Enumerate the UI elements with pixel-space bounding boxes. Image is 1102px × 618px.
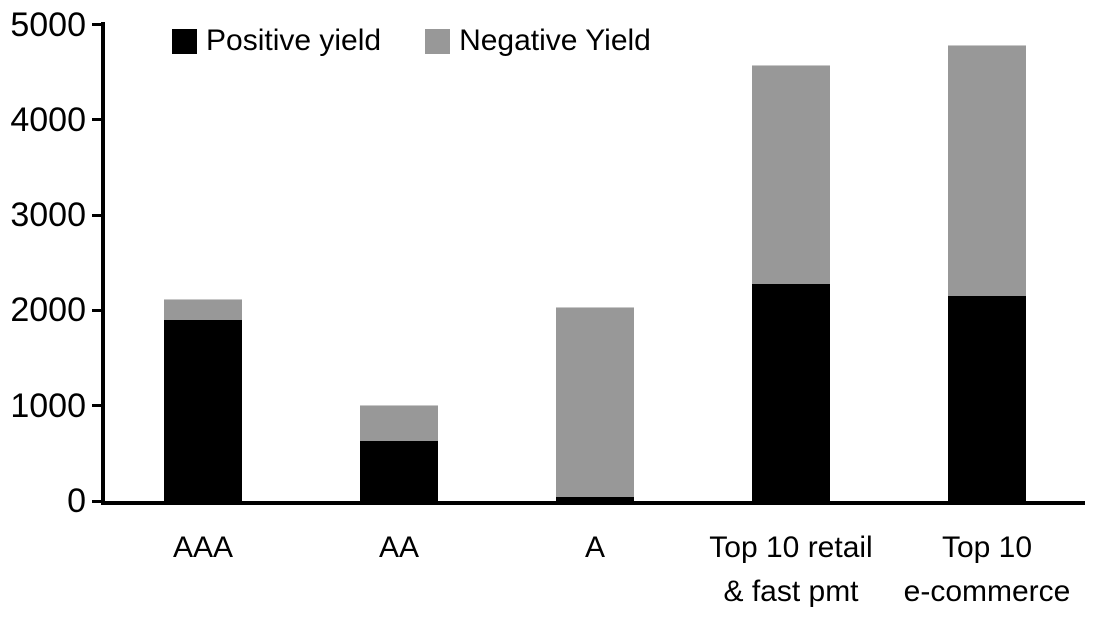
negative-yield-swatch-icon xyxy=(425,28,451,54)
y-axis-tick-label: 0 xyxy=(67,482,86,520)
x-axis-category-label: A xyxy=(584,531,605,564)
y-axis-tick-label: 4000 xyxy=(10,100,86,139)
bar-segment-positive-4 xyxy=(752,283,830,501)
positive-yield-swatch-icon xyxy=(172,28,197,54)
x-axis-category-label: Top 10 retail & fast pmt xyxy=(709,531,873,608)
legend-item-negative-yield: Negative Yield xyxy=(425,24,651,58)
legend-label-positive-yield: Positive yield xyxy=(206,24,382,57)
y-axis-tick xyxy=(92,23,105,26)
bar-segment-positive-2 xyxy=(360,440,438,501)
bar-segment-negative-3 xyxy=(556,306,634,498)
y-axis-tick-label: 3000 xyxy=(10,196,86,235)
bar-segment-positive-1 xyxy=(164,319,242,501)
x-axis-category-label: AAA xyxy=(172,531,234,564)
y-axis-tick xyxy=(92,213,105,217)
x-axis-line xyxy=(101,501,1085,505)
bar-segment-negative-5 xyxy=(948,45,1026,297)
bar-segment-positive-5 xyxy=(948,296,1026,501)
x-axis-category-label: Top 10 e-commerce xyxy=(903,531,1071,608)
y-axis-line xyxy=(101,22,105,505)
bar-segment-negative-4 xyxy=(752,64,830,284)
legend-item-positive-yield: Positive yield xyxy=(172,24,381,58)
y-axis-tick xyxy=(92,404,105,408)
y-axis-tick xyxy=(92,118,105,122)
legend: Positive yield Negative Yield xyxy=(172,24,651,58)
x-axis-category-label: AA xyxy=(378,531,420,564)
bar-segment-positive-3 xyxy=(556,497,634,501)
y-axis-tick xyxy=(92,308,105,312)
bar-segment-negative-2 xyxy=(360,404,438,441)
bar-segment-negative-1 xyxy=(164,298,242,320)
y-axis-tick-label: 5000 xyxy=(10,5,86,44)
y-axis-tick xyxy=(92,499,105,503)
legend-label-negative-yield: Negative Yield xyxy=(459,24,651,57)
y-axis-tick-label: 2000 xyxy=(10,291,86,330)
y-axis-tick-label: 1000 xyxy=(10,386,86,425)
